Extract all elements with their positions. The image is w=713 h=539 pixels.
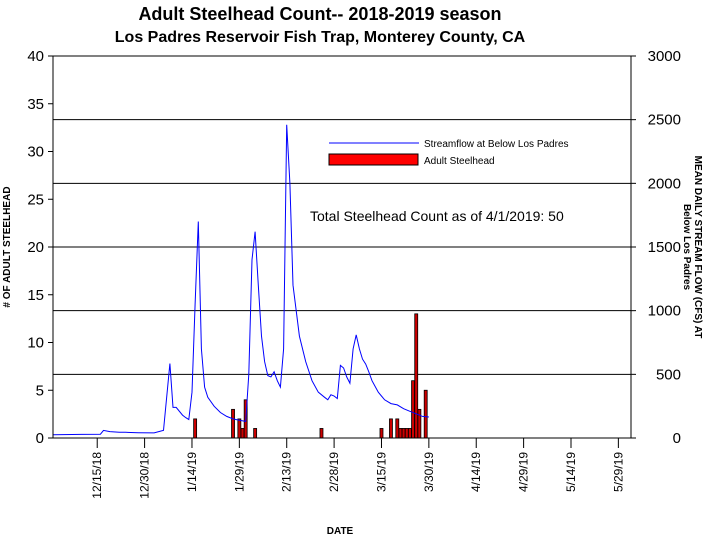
right-tick-label: 3000 xyxy=(648,48,681,65)
left-tick-label: 0 xyxy=(36,430,44,447)
x-tick-label: 12/15/18 xyxy=(90,452,104,499)
steelhead-bar xyxy=(417,408,422,439)
steelhead-bar xyxy=(411,380,415,439)
x-tick-label: 3/15/19 xyxy=(374,452,388,492)
x-tick-label: 5/14/19 xyxy=(564,452,578,492)
x-tick-label: 2/28/19 xyxy=(327,452,341,492)
left-axis-label: # OF ADULT STEELHEAD xyxy=(2,186,13,307)
total-count-annotation: Total Steelhead Count as of 4/1/2019: 50 xyxy=(310,208,564,224)
legend-steelhead-swatch xyxy=(328,153,419,166)
right-tick-label: 2500 xyxy=(648,112,681,129)
legend-streamflow-label: Streamflow at Below Los Padres xyxy=(424,139,569,150)
steelhead-bar xyxy=(414,313,419,439)
x-tick-label: 3/30/19 xyxy=(422,452,436,492)
steelhead-bar xyxy=(237,418,242,439)
left-tick-label: 10 xyxy=(27,335,44,352)
steelhead-bar xyxy=(408,428,412,439)
left-tick-label: 35 xyxy=(27,96,44,113)
right-tick-label: 500 xyxy=(656,366,681,383)
steelhead-bar xyxy=(395,418,400,439)
left-tick-label: 20 xyxy=(27,239,44,256)
x-tick-label: 5/29/19 xyxy=(611,452,625,492)
steelhead-bar xyxy=(253,428,258,439)
right-axis-label-line2: Below Los Padres xyxy=(681,204,692,291)
right-axis-label-line1: MEAN DAILY STREAM FLOW (CFS) AT xyxy=(692,156,703,339)
chart-subtitle: Los Padres Reservoir Fish Trap, Monterey… xyxy=(115,29,526,46)
x-axis-ticks: 12/15/18 12/30/18 1/14/19 1/29/19 2/13/19 2/2… xyxy=(90,438,625,499)
x-axis-label: DATE xyxy=(327,526,354,537)
legend-steelhead-label: Adult Steelhead xyxy=(424,156,495,167)
right-tick-label: 0 xyxy=(673,430,681,447)
x-tick-label: 4/14/19 xyxy=(469,452,483,492)
right-tick-label: 1000 xyxy=(648,303,681,320)
left-tick-label: 40 xyxy=(27,48,44,65)
legend: Streamflow at Below Los Padres Adult Ste… xyxy=(328,139,569,167)
right-tick-label: 1500 xyxy=(648,239,681,256)
x-tick-label: 12/30/18 xyxy=(138,452,152,499)
x-tick-label: 1/14/19 xyxy=(185,452,199,492)
steelhead-bar xyxy=(398,428,403,439)
streamflow-line-group xyxy=(52,124,429,436)
x-tick-label: 1/29/19 xyxy=(232,452,246,492)
steelhead-bar xyxy=(193,418,198,439)
left-tick-label: 5 xyxy=(36,382,44,399)
steelhead-bar xyxy=(379,428,384,439)
steelhead-bar xyxy=(401,428,406,439)
steelhead-bar xyxy=(319,428,324,439)
steelhead-bar xyxy=(423,389,428,439)
steelhead-bar xyxy=(404,428,409,439)
x-tick-label: 2/13/19 xyxy=(280,452,294,492)
right-tick-label: 2000 xyxy=(648,175,681,192)
right-axis-ticks: 0 500 1000 1500 2000 2500 3000 xyxy=(631,48,681,447)
steelhead-bars xyxy=(193,313,428,439)
left-tick-label: 25 xyxy=(27,191,44,208)
x-tick-label: 4/29/19 xyxy=(517,452,531,492)
left-tick-label: 30 xyxy=(27,144,44,161)
chart-title: Adult Steelhead Count-- 2018-2019 season xyxy=(138,4,501,24)
gridlines xyxy=(53,119,631,375)
streamflow-line xyxy=(52,124,429,436)
left-axis-ticks: 0 5 10 15 20 25 30 35 40 xyxy=(27,48,53,447)
left-tick-label: 15 xyxy=(27,287,44,304)
steelhead-bar xyxy=(389,418,393,439)
steelhead-bar xyxy=(231,408,235,439)
steelhead-bar xyxy=(240,428,245,439)
